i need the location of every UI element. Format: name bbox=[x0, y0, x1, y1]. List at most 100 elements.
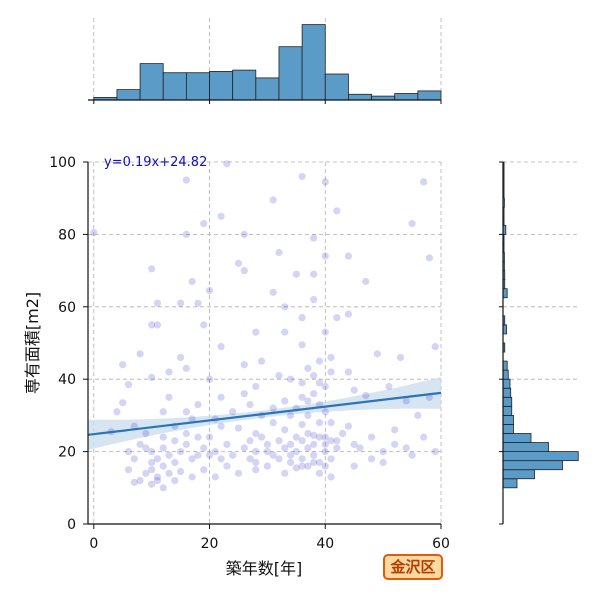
data-point-25 bbox=[425, 254, 434, 262]
data-point-94 bbox=[431, 448, 439, 456]
data-point-4 bbox=[298, 172, 306, 181]
data-point-15 bbox=[188, 277, 196, 286]
data-point-198 bbox=[153, 476, 162, 485]
data-point-29 bbox=[194, 299, 202, 307]
data-point-38 bbox=[200, 321, 208, 329]
grid-lines bbox=[88, 161, 442, 524]
data-point-47 bbox=[431, 343, 439, 351]
data-point-106 bbox=[200, 444, 208, 452]
data-point-5 bbox=[321, 178, 329, 186]
data-point-125 bbox=[333, 444, 341, 452]
data-point-152 bbox=[124, 466, 133, 474]
data-point-203 bbox=[286, 451, 295, 459]
top-hist-bar-3 bbox=[162, 72, 187, 101]
data-point-141 bbox=[200, 466, 208, 474]
data-point-52 bbox=[119, 361, 127, 369]
data-point-201 bbox=[124, 448, 133, 456]
data-point-0 bbox=[90, 228, 98, 237]
x-tick-label-1: 20 bbox=[201, 536, 219, 552]
data-point-18 bbox=[234, 259, 243, 267]
data-point-100 bbox=[165, 451, 173, 459]
top-hist-bar-2 bbox=[139, 63, 164, 101]
data-point-42 bbox=[315, 357, 324, 365]
data-point-113 bbox=[252, 448, 260, 456]
right-hist-bar-1 bbox=[502, 469, 535, 480]
data-point-41 bbox=[298, 341, 306, 349]
data-point-64 bbox=[350, 386, 358, 394]
data-point-55 bbox=[165, 368, 173, 376]
data-point-114 bbox=[263, 440, 271, 448]
data-point-115 bbox=[269, 451, 277, 459]
data-point-28 bbox=[310, 295, 318, 304]
data-point-32 bbox=[298, 314, 306, 322]
right-hist-bar-7 bbox=[502, 414, 514, 425]
data-point-199 bbox=[148, 466, 156, 474]
data-point-33 bbox=[333, 314, 341, 322]
data-point-126 bbox=[286, 440, 295, 448]
data-point-122 bbox=[315, 458, 324, 467]
data-point-187 bbox=[240, 390, 248, 398]
data-point-196 bbox=[402, 444, 410, 452]
data-point-99 bbox=[159, 444, 167, 452]
data-point-159 bbox=[205, 451, 214, 459]
data-point-85 bbox=[310, 431, 318, 439]
data-point-92 bbox=[408, 451, 416, 459]
data-point-181 bbox=[182, 408, 190, 416]
x-tick-labels: 0 20 40 60 bbox=[89, 536, 450, 552]
data-point-166 bbox=[333, 437, 341, 445]
right-histogram bbox=[499, 161, 580, 525]
top-hist-bar-7 bbox=[255, 77, 280, 101]
data-point-127 bbox=[298, 437, 306, 445]
data-point-57 bbox=[240, 361, 248, 369]
data-point-139 bbox=[223, 462, 231, 470]
data-point-119 bbox=[298, 455, 306, 463]
regression-line bbox=[87, 391, 442, 436]
data-point-26 bbox=[269, 288, 277, 296]
right-hist-bar-0 bbox=[502, 478, 518, 489]
right-hist-bar-2 bbox=[502, 460, 563, 471]
data-point-108 bbox=[217, 455, 225, 463]
right-hist-bar-3 bbox=[502, 451, 579, 462]
data-point-111 bbox=[240, 444, 248, 452]
top-hist-bar-1 bbox=[116, 89, 141, 101]
data-point-110 bbox=[229, 451, 237, 459]
data-point-23 bbox=[344, 252, 353, 260]
data-point-123 bbox=[321, 448, 329, 456]
y-axis-label: 専有面積[m2] bbox=[23, 292, 42, 394]
data-point-65 bbox=[362, 391, 370, 400]
data-point-109 bbox=[223, 440, 231, 448]
data-point-156 bbox=[171, 437, 179, 445]
data-point-183 bbox=[310, 371, 318, 380]
data-point-9 bbox=[217, 212, 225, 220]
data-point-153 bbox=[130, 455, 138, 463]
data-point-83 bbox=[281, 426, 289, 434]
data-point-148 bbox=[148, 480, 156, 488]
data-point-134 bbox=[327, 473, 335, 481]
data-point-70 bbox=[113, 408, 121, 416]
data-point-31 bbox=[153, 299, 162, 307]
data-point-194 bbox=[379, 458, 387, 467]
data-point-34 bbox=[344, 310, 353, 318]
top-hist-bar-8 bbox=[278, 46, 303, 101]
data-point-3 bbox=[269, 196, 277, 204]
right-hist-bar-10 bbox=[502, 387, 512, 398]
data-point-105 bbox=[194, 451, 202, 459]
data-point-107 bbox=[211, 448, 219, 456]
y-tick-label-3: 60 bbox=[58, 300, 76, 316]
data-point-77 bbox=[188, 415, 196, 423]
top-hist-bar-6 bbox=[232, 69, 257, 101]
data-point-7 bbox=[408, 219, 416, 228]
data-point-161 bbox=[258, 433, 266, 441]
data-point-36 bbox=[148, 321, 156, 329]
data-point-37 bbox=[153, 321, 162, 329]
data-point-96 bbox=[142, 444, 150, 452]
data-point-133 bbox=[321, 462, 329, 470]
right-hist-bar-6 bbox=[502, 424, 514, 434]
data-point-90 bbox=[379, 448, 387, 456]
data-point-184 bbox=[321, 382, 329, 391]
x-axis-label: 築年数[年] bbox=[226, 559, 303, 578]
right-hist-bar-4 bbox=[502, 442, 549, 452]
data-point-104 bbox=[188, 455, 196, 463]
data-point-61 bbox=[304, 364, 312, 372]
